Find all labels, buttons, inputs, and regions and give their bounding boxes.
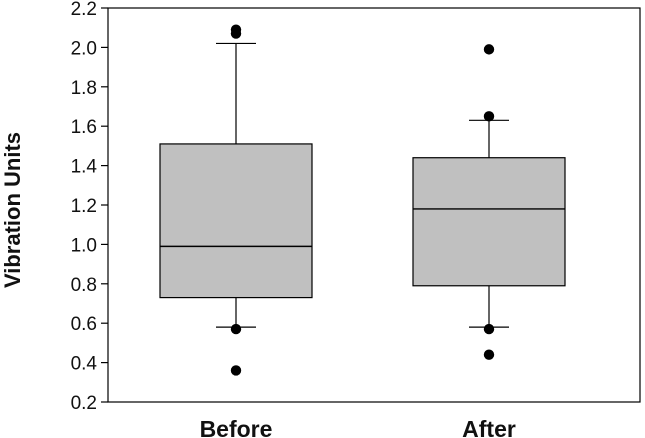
y-tick-label: 1.0	[71, 235, 97, 256]
x-category-label: After	[462, 416, 516, 438]
box-after	[412, 44, 566, 360]
y-tick-label: 1.8	[71, 78, 97, 99]
y-tick-label: 0.6	[71, 314, 97, 335]
outlier-point	[483, 349, 495, 360]
outlier-point	[483, 111, 495, 122]
y-tick-label: 1.2	[71, 196, 97, 217]
y-axis: 0.2 0.4 0.6 0.8 1.0 1.2 1.4 1.6 1.8 2.0 2.2	[71, 0, 108, 414]
y-tick-label: 0.4	[71, 354, 98, 375]
boxes-layer	[159, 24, 566, 376]
y-tick-label: 0.2	[71, 393, 97, 414]
outlier-point	[483, 44, 495, 55]
outlier-point	[230, 365, 242, 376]
outlier-point	[230, 24, 242, 35]
outlier-point	[230, 323, 242, 335]
outlier-point	[483, 323, 495, 335]
x-axis: Before After	[200, 416, 516, 438]
y-tick-label: 2.2	[71, 0, 97, 20]
y-tick-label: 1.6	[71, 117, 97, 138]
y-axis-title: Vibration Units	[0, 132, 25, 288]
box-before	[159, 24, 313, 376]
y-tick-label: 1.4	[71, 157, 98, 178]
x-category-label: Before	[200, 416, 273, 438]
y-tick-label: 0.8	[71, 275, 97, 296]
iqr-box	[159, 143, 313, 299]
y-tick-label: 2.0	[71, 38, 97, 59]
iqr-box	[412, 157, 566, 287]
